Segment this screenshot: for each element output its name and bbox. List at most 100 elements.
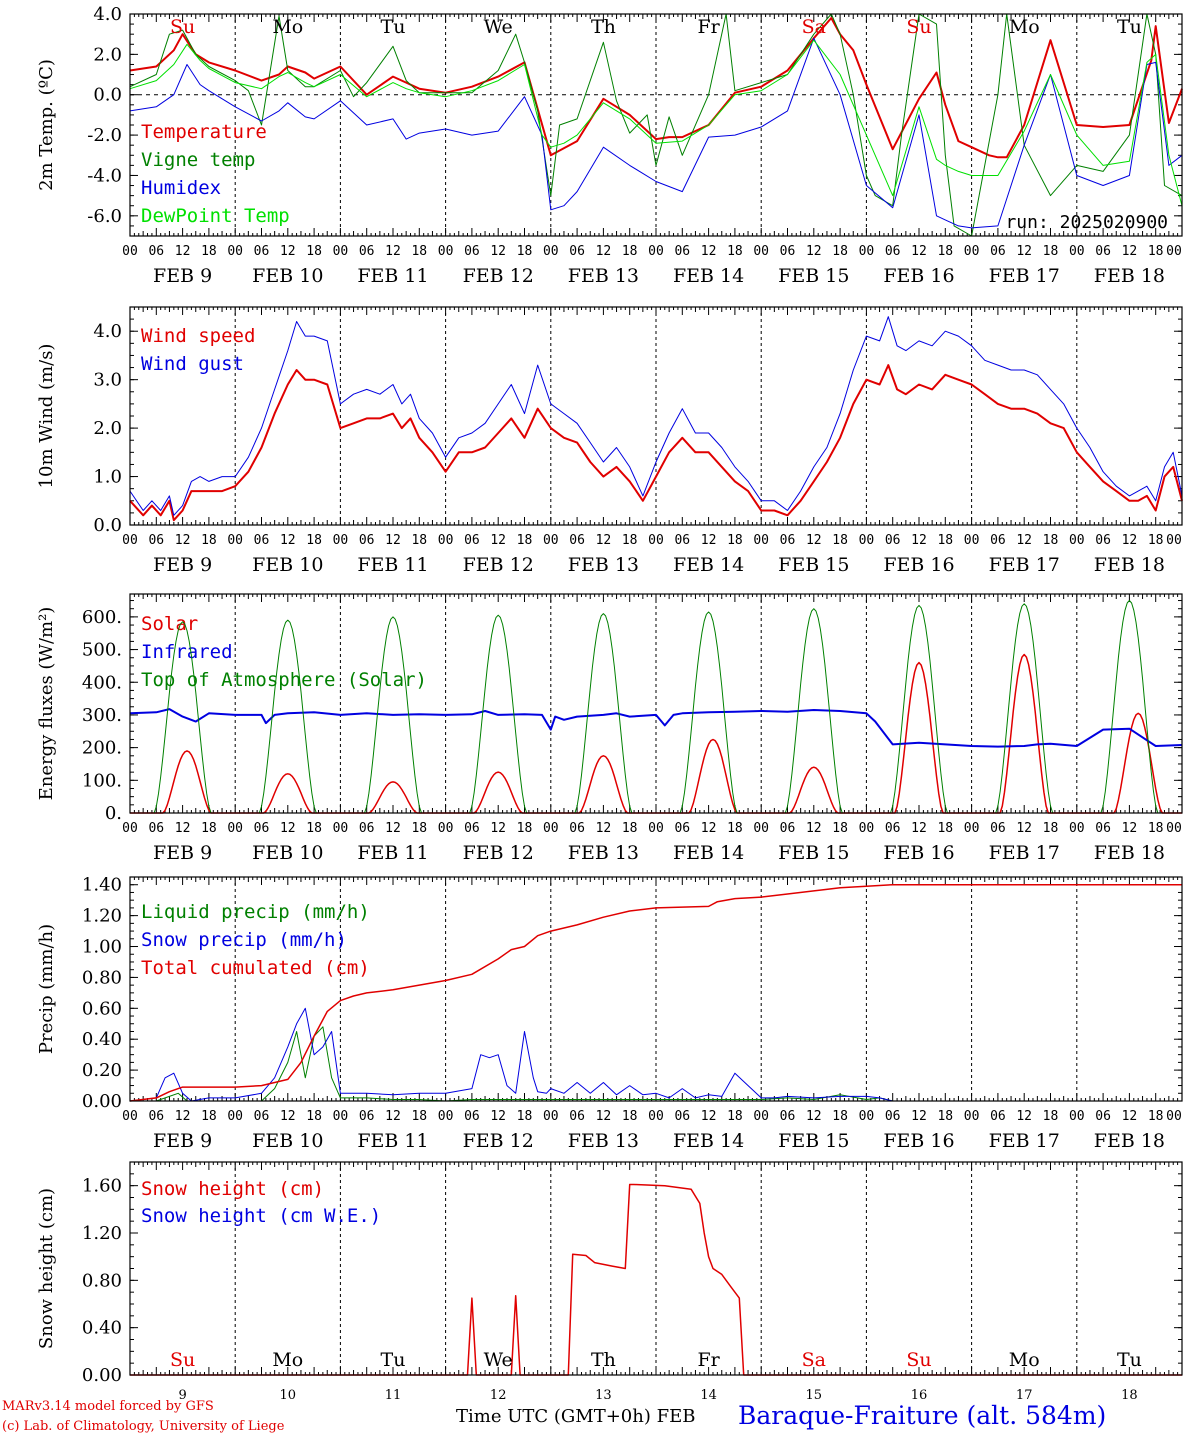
hour-label: 00 [227,821,243,836]
series-line-1 [130,1183,1182,1376]
day-label: FEB 17 [989,265,1060,287]
weekday-label: Mo [1009,16,1040,38]
day-label: FEB 11 [357,265,428,287]
hour-label: 00 [859,533,875,548]
hour-label: 00 [753,533,769,548]
y-tick-label: 0.00 [82,1091,122,1112]
panel-3: 00 06 12 18 00 06 12 18 00 06 12 18 00 06 12 18 00 06 12 18… [36,593,1183,864]
hour-label: 18 [201,244,217,259]
hour-label: 00 [648,244,664,259]
y-tick-label: -2.0 [87,125,122,146]
hour-label: 06 [885,821,901,836]
hour-label: 00 [438,1109,454,1124]
day-number: 15 [806,1388,823,1403]
hour-label: 00 [1166,244,1182,259]
weekday-label: Tu [381,16,406,38]
legend-entry: Temperature [141,121,267,143]
day-label: FEB 10 [252,1130,323,1152]
hour-label: 06 [990,821,1006,836]
day-label: FEB 12 [463,842,534,864]
legend-entry: Vigne temp [141,149,255,171]
plot-frame [129,876,1183,1102]
hour-label: 18 [201,1109,217,1124]
hour-label: 06 [359,533,375,548]
hour-label: 12 [385,821,401,836]
hour-label: 12 [701,1109,717,1124]
hour-label: 00 [438,821,454,836]
day-label: FEB 15 [778,842,849,864]
panel-2: 00 06 12 18 00 06 12 18 00 06 12 18 00 06 12 18 00 06 12 18… [36,306,1183,576]
hour-label: 12 [490,533,506,548]
y-tick-label: 0.60 [82,998,122,1019]
day-label: FEB 12 [463,265,534,287]
hour-label: 06 [990,244,1006,259]
y-tick-label: 0.0 [93,515,122,536]
hour-label: 00 [1069,533,1085,548]
panel-1: 00 06 12 18 00 06 12 18 00 06 12 18 00 06 12 18 00 06 12 18… [36,4,1183,287]
hour-label: 12 [1122,1109,1138,1124]
y-tick-label: 1.20 [82,1223,122,1244]
plot-frame [129,13,1183,237]
hour-label: 06 [254,1109,270,1124]
legend-entry: DewPoint Temp [141,205,290,227]
hour-label: 00 [753,821,769,836]
hour-label: 18 [1148,1109,1164,1124]
hour-label: 00 [1069,244,1085,259]
hour-label: 00 [648,821,664,836]
y-tick-label: 3.0 [93,370,122,391]
y-tick-label: 500. [82,640,122,661]
day-number: 10 [280,1388,297,1403]
hour-label: 06 [148,533,164,548]
y-tick-label: 0.20 [82,1060,122,1081]
hour-label: 00 [122,533,138,548]
weekday-label: Sa [802,16,826,38]
legend-entry: Solar [141,613,198,635]
hour-label: 12 [1122,533,1138,548]
hour-label: 06 [1095,1109,1111,1124]
day-label: FEB 10 [252,554,323,576]
day-label: FEB 9 [153,265,212,287]
plot-frame [129,1161,1183,1376]
hour-label: 18 [1043,533,1059,548]
hour-label: 18 [201,533,217,548]
hour-label: 18 [201,821,217,836]
hour-label: 06 [1095,533,1111,548]
hour-label: 12 [701,533,717,548]
hour-label: 12 [385,244,401,259]
y-tick-label: 400. [82,672,122,693]
hour-label: 00 [648,533,664,548]
day-number: 17 [1016,1388,1033,1403]
y-tick-label: 100. [82,770,122,791]
hour-label: 18 [411,1109,427,1124]
day-label: FEB 13 [568,265,639,287]
hour-label: 00 [859,1109,875,1124]
hour-label: 12 [490,1109,506,1124]
hour-label: 12 [596,821,612,836]
hour-label: 12 [596,1109,612,1124]
hour-label: 12 [806,244,822,259]
day-label: FEB 16 [883,842,954,864]
weekday-label: Mo [272,1349,303,1371]
y-axis-label: Precip (mm/h) [36,924,57,1054]
hour-label: 18 [1043,821,1059,836]
hour-label: 12 [175,1109,191,1124]
hour-label: 12 [806,821,822,836]
day-label: FEB 11 [357,1130,428,1152]
hour-label: 18 [622,244,638,259]
hour-label: 18 [727,821,743,836]
hour-label: 18 [832,821,848,836]
hour-label: 00 [1069,821,1085,836]
weekday-label: Sa [802,1349,826,1371]
y-tick-label: 600. [82,607,122,628]
hour-label: 18 [937,533,953,548]
hour-label: 00 [333,821,349,836]
legend-entry: Infrared [141,641,233,663]
hour-label: 12 [385,1109,401,1124]
hour-label: 12 [280,1109,296,1124]
day-label: FEB 17 [989,842,1060,864]
weekday-label: Mo [1009,1349,1040,1371]
hour-label: 12 [1016,533,1032,548]
y-tick-label: -4.0 [87,165,122,186]
hour-label: 06 [359,1109,375,1124]
day-number: 18 [1121,1388,1138,1403]
